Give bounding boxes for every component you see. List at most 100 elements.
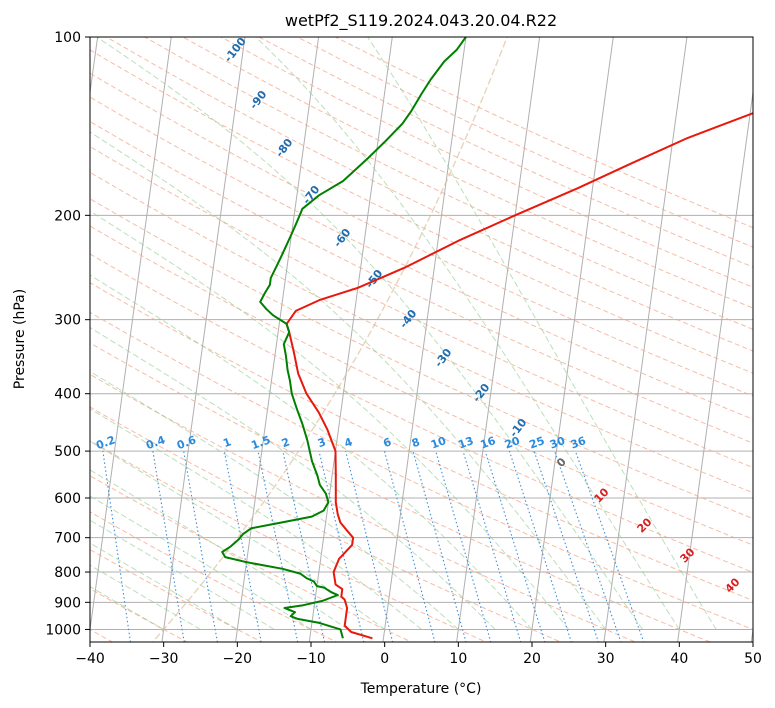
annotation-label: 10 bbox=[592, 485, 612, 505]
x-tick-label: 40 bbox=[670, 651, 688, 667]
dry-adiabat bbox=[90, 342, 712, 642]
x-tick-label: −20 bbox=[223, 651, 253, 667]
moist-adiabat bbox=[367, 37, 717, 630]
y-tick-label: 600 bbox=[54, 491, 81, 507]
dry-adiabat bbox=[144, 37, 753, 330]
moist-adiabat bbox=[90, 542, 238, 630]
moist-adiabat bbox=[90, 564, 201, 630]
dry-adiabat bbox=[90, 373, 637, 642]
y-axis: 1000 900 800 700 600 500 400 300 200 100 bbox=[45, 30, 90, 638]
isotherm-line bbox=[308, 37, 393, 642]
y-tick-label: 700 bbox=[54, 531, 81, 547]
x-tick-label: −30 bbox=[149, 651, 179, 667]
annotation-label: 8 bbox=[410, 435, 422, 450]
annotation-label: 16 bbox=[479, 434, 498, 452]
chart-title: wetPf2_S119.2024.043.20.04.R22 bbox=[285, 11, 557, 31]
annotation-label: -60 bbox=[331, 226, 354, 250]
annotation-label: -90 bbox=[247, 88, 270, 112]
isotherm-line bbox=[382, 37, 467, 642]
profile-lines bbox=[221, 37, 753, 640]
dry-adiabat bbox=[90, 171, 753, 494]
y-tick-label: 100 bbox=[54, 30, 81, 46]
y-tick-label: 200 bbox=[54, 208, 81, 224]
annotation-label: 0.6 bbox=[175, 433, 198, 452]
x-tick-label: 30 bbox=[597, 651, 615, 667]
dry-adiabat bbox=[182, 37, 753, 309]
mixing-ratio-line bbox=[383, 450, 436, 642]
y-tick-label: 500 bbox=[54, 444, 81, 460]
moist-adiabat bbox=[90, 274, 533, 630]
annotation-label: 40 bbox=[723, 575, 743, 595]
mixing-ratio-line bbox=[412, 450, 467, 642]
dry-adiabat bbox=[90, 49, 753, 374]
background-lines bbox=[90, 37, 753, 642]
isotherm-line bbox=[603, 37, 688, 642]
mixing-ratio-line bbox=[282, 450, 326, 642]
annotation-label: 10 bbox=[429, 434, 448, 452]
mixing-ratio-line bbox=[223, 450, 262, 642]
dry-adiabat bbox=[90, 440, 488, 642]
x-tick-label: 0 bbox=[380, 651, 389, 667]
y-tick-label: 300 bbox=[54, 313, 81, 329]
dewpoint-profile-line bbox=[221, 37, 467, 639]
moist-adiabat bbox=[90, 586, 164, 630]
moist-adiabat bbox=[255, 37, 680, 630]
annotation-label: 0.2 bbox=[94, 433, 117, 452]
dry-adiabat bbox=[90, 120, 753, 444]
x-tick-label: −40 bbox=[75, 651, 105, 667]
annotation-label: 13 bbox=[456, 434, 475, 451]
moist-adiabat bbox=[90, 210, 570, 630]
dry-adiabat bbox=[220, 37, 753, 288]
x-axis-label: Temperature (°C) bbox=[360, 681, 482, 697]
annotation-label: 30 bbox=[548, 434, 567, 452]
annotation-label: 6 bbox=[381, 435, 393, 450]
isotherm-line bbox=[161, 37, 246, 642]
isotherm-line bbox=[529, 37, 614, 642]
dry-adiabat bbox=[90, 475, 413, 642]
mixing-ratio-line bbox=[484, 450, 546, 642]
mixing-ratio-line bbox=[345, 450, 394, 642]
annotation-label: 20 bbox=[503, 434, 522, 452]
mixing-ratio-line bbox=[462, 450, 522, 642]
annotation-label: 1 bbox=[221, 435, 233, 450]
isotherm-line bbox=[90, 37, 172, 634]
y-tick-label: 800 bbox=[54, 565, 81, 581]
x-tick-label: 20 bbox=[523, 651, 541, 667]
annotation-label: -30 bbox=[432, 346, 455, 370]
dry-adiabat bbox=[90, 282, 753, 602]
dry-adiabat bbox=[90, 96, 753, 420]
moist-adiabat bbox=[90, 370, 459, 630]
moist-adiabat bbox=[90, 440, 385, 630]
moist-adiabat bbox=[90, 469, 349, 630]
dry-adiabat bbox=[90, 588, 189, 642]
mixing-ratio-line bbox=[102, 451, 131, 642]
plot-frame bbox=[89, 36, 754, 643]
annotation-label: 25 bbox=[527, 434, 546, 451]
dry-adiabat bbox=[106, 37, 753, 352]
dry-adiabat bbox=[90, 198, 753, 520]
moist-adiabat bbox=[90, 519, 275, 630]
isotherm-line bbox=[456, 37, 541, 642]
y-axis-label: Pressure (hPa) bbox=[12, 289, 28, 389]
annotation-label: 2 bbox=[280, 435, 292, 450]
y-tick-label: 1000 bbox=[45, 622, 81, 638]
dry-adiabat bbox=[90, 406, 562, 642]
x-tick-label: 10 bbox=[449, 651, 467, 667]
annotation-label: 4 bbox=[343, 435, 355, 450]
mixing-ratio-line bbox=[183, 451, 218, 642]
moist-adiabat bbox=[90, 495, 312, 630]
annotation-label: 36 bbox=[569, 434, 588, 452]
x-tick-label: 50 bbox=[744, 651, 762, 667]
annotation-label: 20 bbox=[635, 515, 655, 535]
mixing-ratio-line bbox=[257, 450, 299, 642]
annotation-label: 3 bbox=[316, 435, 328, 450]
annotation-label: 0 bbox=[554, 455, 569, 470]
mixing-ratio-line bbox=[318, 450, 365, 642]
isotherm-line bbox=[235, 37, 320, 642]
annotation-label: 0.4 bbox=[144, 433, 167, 452]
dry-adiabat bbox=[90, 72, 753, 397]
moist-adiabat bbox=[90, 131, 607, 630]
y-tick-label: 400 bbox=[54, 387, 81, 403]
x-axis: −40 −30 −20 −10 0 10 20 30 40 50 bbox=[75, 642, 762, 667]
